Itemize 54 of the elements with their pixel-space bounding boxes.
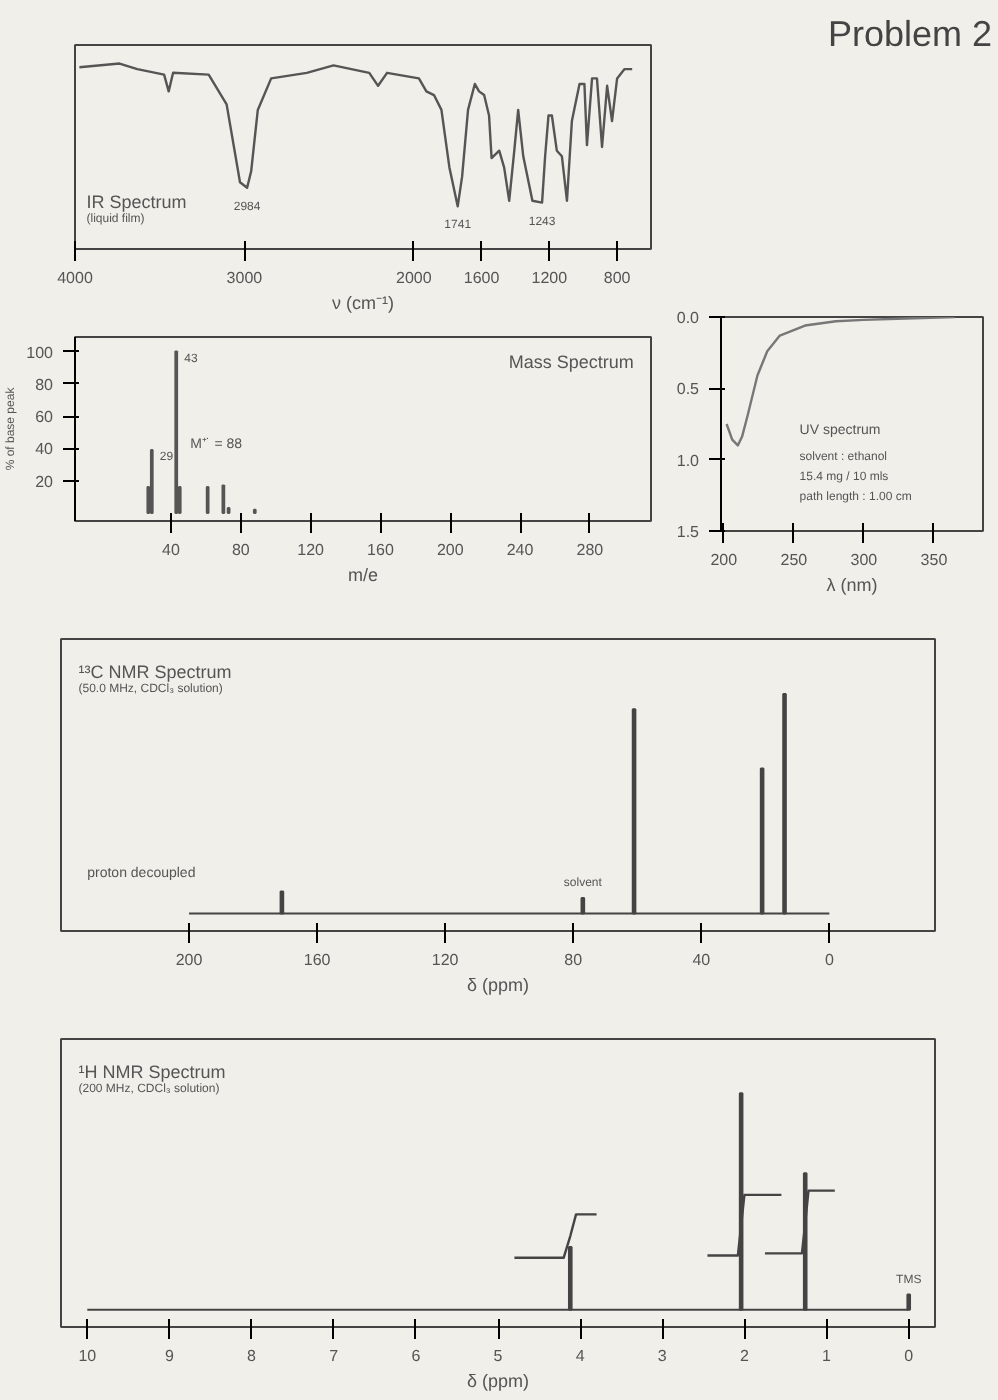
x-tick-label: 300 bbox=[850, 551, 879, 569]
x-tick-label: 1200 bbox=[531, 269, 569, 287]
x-axis-title: δ (ppm) bbox=[466, 975, 530, 995]
x-tick-label: 2000 bbox=[396, 269, 433, 287]
y-tick-label: 40 bbox=[35, 440, 55, 459]
x-axis-title: δ (ppm) bbox=[466, 1371, 530, 1391]
x-tick-label: 4 bbox=[575, 1347, 586, 1365]
x-tick-label: 4000 bbox=[57, 269, 94, 287]
x-tick-label: 3000 bbox=[226, 269, 264, 287]
x-tick-label: 800 bbox=[603, 269, 632, 287]
y-tick-label: 0.0 bbox=[676, 309, 701, 327]
x-tick-label: 200 bbox=[710, 551, 739, 569]
x-tick-label: 120 bbox=[297, 541, 326, 559]
x-axis-title: λ (nm) bbox=[826, 575, 878, 595]
x-axis-title: ν (cm⁻¹) bbox=[332, 293, 395, 313]
x-tick-label: 1 bbox=[822, 1347, 833, 1365]
y-tick-label: 60 bbox=[35, 408, 55, 427]
x-tick-label: 3 bbox=[657, 1347, 668, 1365]
y-tick-label: 20 bbox=[35, 472, 55, 491]
x-tick-label: 160 bbox=[303, 951, 332, 969]
x-tick-label: 40 bbox=[692, 951, 712, 969]
x-tick-label: 1600 bbox=[463, 269, 501, 287]
chart-title: Problem 2 bbox=[827, 12, 992, 58]
line-series bbox=[725, 317, 957, 447]
x-tick-label: 120 bbox=[431, 951, 460, 969]
y-tick-label: 1.0 bbox=[676, 451, 701, 470]
x-tick-label: 0 bbox=[904, 1347, 915, 1365]
x-tick-label: 160 bbox=[367, 541, 395, 559]
x-tick-label: 7 bbox=[329, 1347, 340, 1365]
x-tick-label: 80 bbox=[564, 951, 584, 969]
x-tick-label: 200 bbox=[175, 951, 204, 969]
x-tick-label: 350 bbox=[920, 551, 949, 569]
x-tick-label: 2 bbox=[739, 1347, 750, 1365]
x-tick-label: 240 bbox=[506, 541, 535, 559]
text: Mass Spectrum bbox=[508, 351, 634, 372]
chart-title: ¹³C NMR Spectrum bbox=[78, 662, 232, 683]
x-tick-label: 8 bbox=[247, 1347, 258, 1365]
x-tick-label: 0 bbox=[824, 951, 835, 969]
x-tick-label: 9 bbox=[164, 1347, 175, 1365]
x-tick-label: 80 bbox=[231, 541, 251, 559]
x-tick-label: 10 bbox=[78, 1347, 98, 1365]
text: IR Spectrum bbox=[86, 191, 187, 212]
x-tick-label: 200 bbox=[436, 541, 465, 559]
x-tick-label: 280 bbox=[576, 541, 605, 559]
x-tick-label: 6 bbox=[411, 1347, 422, 1365]
x-tick-label: 40 bbox=[162, 541, 181, 559]
y-tick-label: 100 bbox=[26, 343, 55, 362]
y-tick-label: 0.5 bbox=[676, 380, 701, 399]
chart-title: ¹H NMR Spectrum bbox=[78, 1062, 226, 1083]
y-tick-label: 1.5 bbox=[676, 523, 701, 541]
y-tick-label: 80 bbox=[35, 375, 55, 394]
x-tick-label: 250 bbox=[780, 551, 809, 569]
x-axis-title: m/e bbox=[348, 565, 379, 585]
x-tick-label: 5 bbox=[493, 1347, 504, 1365]
